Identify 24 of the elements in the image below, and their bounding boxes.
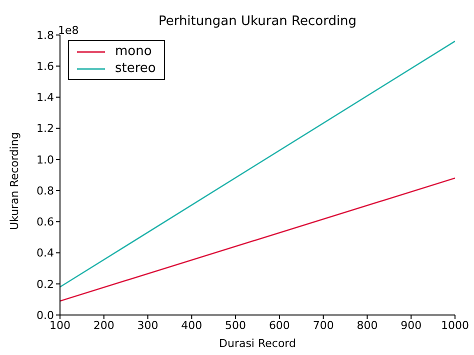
annotation: 1e8 [58, 24, 79, 37]
x-tick-label: 600 [268, 318, 290, 332]
x-tick-label: 800 [356, 318, 378, 332]
y-axis-title: Ukuran Recording [8, 132, 21, 230]
legend-label: stereo [115, 60, 156, 77]
y-tick-label: 0.6 [36, 216, 54, 229]
y-tick-label: 1.0 [36, 153, 54, 166]
x-tick-label: 900 [400, 318, 422, 332]
y-tick-label: 1.4 [36, 91, 54, 104]
y-tick-label: 0.8 [36, 184, 54, 198]
x-tick-label: 700 [312, 318, 334, 332]
legend-label: mono [115, 43, 152, 60]
y-tick-label: 0.4 [36, 246, 54, 260]
y-tick-label: 1.6 [36, 60, 54, 74]
y-tick-label: 1.2 [36, 122, 54, 136]
x-axis-title: Durasi Record [219, 337, 296, 350]
x-tick-label: 300 [137, 318, 158, 332]
y-tick-label: 0.2 [36, 278, 54, 291]
chart-title: Perhitungan Ukuran Recording [158, 14, 357, 29]
x-tick-label: 400 [181, 318, 202, 332]
x-tick-label: 1000 [441, 318, 469, 332]
x-tick-label: 500 [225, 318, 246, 332]
x-tick-label: 200 [93, 318, 114, 332]
y-tick-label: 1.8 [36, 28, 54, 42]
